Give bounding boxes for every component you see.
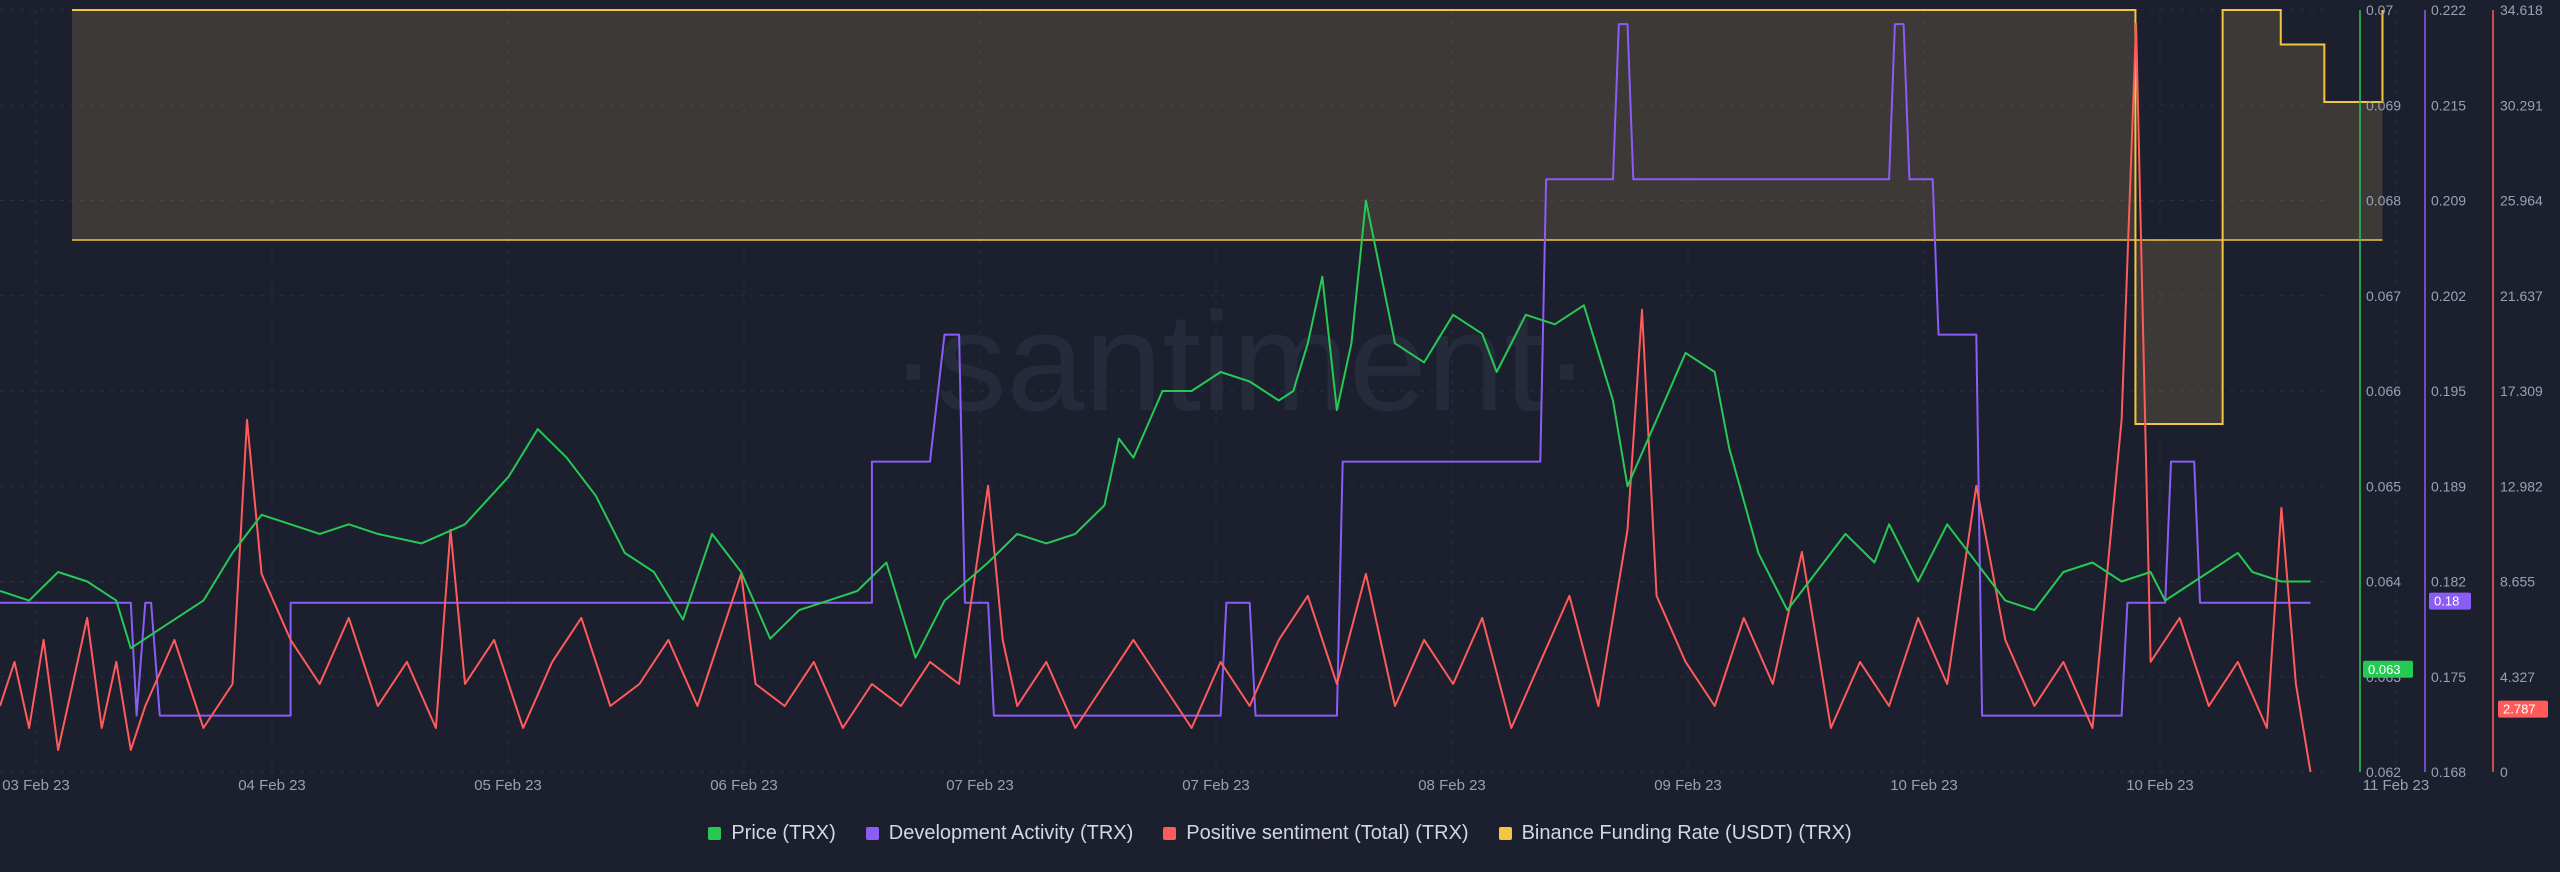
legend-swatch-price	[708, 826, 722, 840]
x-tick-label: 03 Feb 23	[2, 777, 70, 794]
x-tick-label: 10 Feb 23	[2126, 777, 2194, 794]
sentiment-current-badge-bg	[2498, 700, 2548, 718]
legend-label-sentiment: Positive sentiment (Total) (TRX)	[1186, 821, 1469, 844]
price-axis-tick: 0.062	[2366, 764, 2401, 780]
dev-axis-tick: 0.215	[2431, 97, 2466, 113]
price-current-badge: 0.063	[2368, 662, 2401, 677]
dev-axis-tick: 0.175	[2431, 669, 2466, 685]
x-tick-label: 07 Feb 23	[1182, 777, 1250, 794]
dev-axis-tick: 0.209	[2431, 193, 2466, 209]
sentiment-axis-tick: 30.291	[2500, 97, 2543, 113]
price-axis-tick: 0.07	[2366, 2, 2393, 18]
funding-rate-area	[72, 10, 2383, 424]
sentiment-axis-tick: 8.655	[2500, 574, 2535, 590]
dev-current-badge-bg	[2429, 592, 2471, 610]
sentiment-axis-tick: 17.309	[2500, 383, 2543, 399]
sentiment-current-badge: 2.787	[2503, 702, 2536, 717]
x-tick-label: 09 Feb 23	[1654, 777, 1722, 794]
legend-label-price: Price (TRX)	[731, 821, 836, 844]
x-tick-label: 06 Feb 23	[710, 777, 778, 794]
dev-activity-line	[0, 23, 2311, 717]
price-current-badge-bg	[2363, 660, 2413, 678]
watermark: ·santiment·	[890, 283, 1590, 440]
legend-swatch-sentiment	[1163, 826, 1177, 840]
price-axis-tick: 0.064	[2366, 574, 2401, 590]
price-axis-tick: 0.068	[2366, 193, 2401, 209]
legend-swatch-dev-activity	[865, 826, 879, 840]
dev-axis-tick: 0.222	[2431, 2, 2466, 18]
sentiment-axis-tick: 21.637	[2500, 288, 2543, 304]
sentiment-axis-tick: 0	[2500, 764, 2508, 780]
dev-axis-tick: 0.168	[2431, 764, 2466, 780]
dev-axis-tick: 0.202	[2431, 288, 2466, 304]
x-tick-label: 11 Feb 23	[2363, 777, 2429, 794]
legend-item-sentiment[interactable]: Positive sentiment (Total) (TRX)	[1163, 821, 1469, 845]
sentiment-axis-tick: 34.618	[2500, 2, 2543, 18]
price-line	[0, 199, 2311, 659]
sentiment-line	[0, 22, 2312, 773]
legend-label-funding-rate: Binance Funding Rate (USDT) (TRX)	[1521, 821, 1852, 844]
dev-axis-tick: 0.189	[2431, 478, 2466, 494]
legend-swatch-funding-rate	[1498, 826, 1512, 840]
sentiment-axis-tick: 4.327	[2500, 669, 2535, 685]
legend-item-price[interactable]: Price (TRX)	[708, 821, 836, 845]
x-tick-label: 10 Feb 23	[1890, 777, 1958, 794]
chart-legend: Price (TRX) Development Activity (TRX) P…	[0, 818, 2560, 848]
price-axis-tick: 0.067	[2366, 288, 2401, 304]
dev-current-badge: 0.18	[2434, 594, 2459, 609]
legend-item-dev-activity[interactable]: Development Activity (TRX)	[865, 821, 1134, 845]
x-tick-label: 08 Feb 23	[1418, 777, 1486, 794]
sentiment-axis-tick: 12.982	[2500, 478, 2543, 494]
dev-axis-tick: 0.195	[2431, 383, 2466, 399]
x-tick-label: 07 Feb 23	[946, 777, 1014, 794]
x-tick-label: 05 Feb 23	[474, 777, 542, 794]
sentiment-axis-tick: 25.964	[2500, 193, 2543, 209]
funding-rate-line	[72, 9, 2384, 425]
price-axis-tick: 0.066	[2366, 383, 2401, 399]
dev-axis-tick: 0.182	[2431, 574, 2466, 590]
price-axis-tick: 0.069	[2366, 97, 2401, 113]
x-tick-label: 04 Feb 23	[238, 777, 306, 794]
price-axis-tick: 0.065	[2366, 478, 2401, 494]
legend-label-dev-activity: Development Activity (TRX)	[888, 821, 1134, 844]
legend-item-funding-rate[interactable]: Binance Funding Rate (USDT) (TRX)	[1498, 821, 1852, 845]
